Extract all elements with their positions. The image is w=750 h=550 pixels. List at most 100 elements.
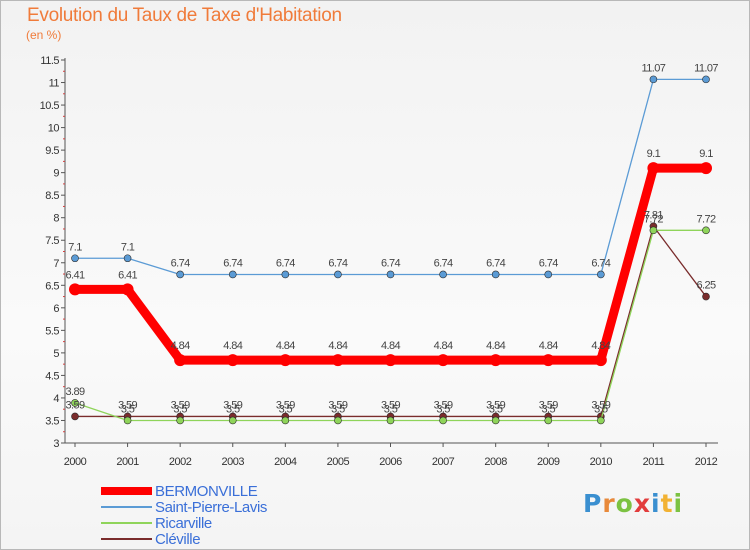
y-tick-label: 6 <box>53 303 59 315</box>
data-label: 4.84 <box>591 340 610 352</box>
x-tick-label: 2010 <box>590 456 613 468</box>
x-tick-label: 2009 <box>537 456 560 468</box>
y-tick-label: 5 <box>53 348 59 360</box>
data-label: 4.84 <box>276 340 295 352</box>
data-label: 3.5 <box>489 403 503 415</box>
y-tick-label: 10 <box>48 123 60 135</box>
data-point <box>334 416 342 425</box>
data-point <box>69 283 81 296</box>
data-point <box>123 254 132 263</box>
data-point <box>123 416 132 425</box>
data-point <box>544 270 553 279</box>
x-tick-label: 2011 <box>643 456 665 468</box>
data-point <box>331 354 344 367</box>
y-tick-label: 9 <box>53 168 59 180</box>
data-point <box>334 270 342 279</box>
legend-label: BERMONVILLE <box>155 483 258 500</box>
x-tick-label: 2005 <box>327 456 350 468</box>
x-tick-label: 2001 <box>116 456 139 468</box>
series-layer <box>69 75 712 425</box>
data-label: 3.5 <box>594 403 608 415</box>
logo-letter: i <box>651 489 661 518</box>
data-label: 3.59 <box>381 399 400 411</box>
data-label: 4.84 <box>381 340 400 352</box>
data-label: 3.59 <box>486 399 505 411</box>
logo-letter: x <box>633 489 651 518</box>
data-label: 7.81 <box>644 209 663 221</box>
data-point <box>176 270 184 279</box>
data-point <box>702 292 710 301</box>
x-tick-label: 2007 <box>432 456 455 468</box>
data-point <box>544 416 553 425</box>
axes: 3 3.5 4 4.5 5 5.5 6 6.5 7 7.5 8 8.5 9 9.5 10 10.5 11 11.5… <box>40 55 719 468</box>
x-tick-label: 2006 <box>379 456 402 468</box>
data-label: 3.59 <box>591 399 610 411</box>
y-tick-label: 3.5 <box>45 415 59 427</box>
y-tick-label: 4.5 <box>45 370 59 382</box>
data-label: 11.07 <box>642 62 666 74</box>
data-point <box>439 416 447 425</box>
data-label: 6.74 <box>381 257 400 269</box>
data-point <box>491 270 500 279</box>
data-point <box>649 75 658 84</box>
data-point <box>176 416 184 425</box>
chart-unit: (en %) <box>26 28 62 42</box>
data-label: 3.5 <box>173 403 187 415</box>
logo-letter: P <box>583 489 603 518</box>
data-label: 6.74 <box>223 257 242 269</box>
data-label: 6.74 <box>171 257 190 269</box>
data-label: 6.74 <box>591 257 610 269</box>
chart-title: Evolution du Taux de Taxe d'Habitation <box>27 5 342 26</box>
data-label: 4.84 <box>171 340 190 352</box>
data-label: 3.5 <box>331 403 345 415</box>
x-tick-label: 2012 <box>695 456 718 468</box>
y-tick-label: 4 <box>53 393 59 405</box>
series-line-1 <box>75 78 706 276</box>
data-label: 6.25 <box>696 280 715 292</box>
y-tick-label: 11.5 <box>40 55 59 67</box>
data-point <box>71 254 79 263</box>
data-point <box>542 354 555 367</box>
logo-letter: r <box>602 489 616 518</box>
y-tick-label: 8 <box>53 213 59 225</box>
data-label: 11.07 <box>694 62 718 74</box>
logo-letter: t <box>660 489 674 518</box>
y-tick-label: 9.5 <box>45 145 59 157</box>
data-label: 3.5 <box>384 403 398 415</box>
logo-letter: i <box>673 489 684 518</box>
data-label: 3.59 <box>328 399 347 411</box>
x-tick-label: 2008 <box>484 456 507 468</box>
data-point <box>281 416 290 425</box>
x-tick-label: 2002 <box>169 456 192 468</box>
data-point <box>594 354 607 367</box>
data-label: 3.59 <box>276 399 295 411</box>
data-point <box>700 162 712 175</box>
y-tick-label: 8.5 <box>45 190 59 202</box>
legend: BERMONVILLESaint-Pierre-LavisRicarvilleC… <box>101 483 267 548</box>
data-point <box>279 354 292 367</box>
x-tick-label: 2000 <box>64 456 87 468</box>
y-tick-label: 6.5 <box>45 280 59 292</box>
data-label: 6.41 <box>65 269 84 281</box>
data-point <box>489 354 502 367</box>
data-point <box>702 75 710 84</box>
x-tick-label: 2003 <box>222 456 245 468</box>
legend-label: Ricarville <box>155 515 212 532</box>
data-point <box>71 399 79 407</box>
data-label: 6.74 <box>486 257 505 269</box>
data-label: 3.5 <box>121 403 135 415</box>
y-tick-label: 5.5 <box>45 325 59 337</box>
data-label: 3.5 <box>436 403 450 415</box>
data-point <box>71 412 79 421</box>
data-label: 3.5 <box>226 403 240 415</box>
y-tick-label: 11 <box>49 78 60 90</box>
data-label: 4.84 <box>539 340 558 352</box>
data-label: 6.74 <box>276 257 295 269</box>
data-label: 7.1 <box>68 241 82 253</box>
data-label: 3.5 <box>279 403 293 415</box>
data-point <box>226 354 239 367</box>
data-label: 6.41 <box>118 269 137 281</box>
data-point <box>121 283 134 296</box>
data-point <box>647 162 660 175</box>
